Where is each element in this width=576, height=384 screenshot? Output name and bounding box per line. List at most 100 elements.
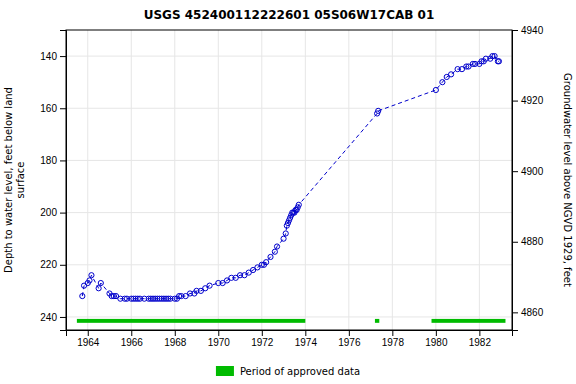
grid-line-y bbox=[66, 316, 512, 317]
y2-axis-tick: 4900 bbox=[512, 166, 544, 177]
y-axis-tick: 180 bbox=[40, 155, 66, 166]
legend-label: Period of approved data bbox=[240, 366, 360, 377]
y-axis-tick-mark bbox=[60, 108, 66, 109]
y-axis-tick-label: 140 bbox=[40, 51, 57, 62]
data-point bbox=[440, 80, 445, 85]
x-axis-tick-label: 1970 bbox=[208, 337, 231, 348]
y-axis-tick: 240 bbox=[40, 312, 66, 323]
x-axis-tick: 1974 bbox=[295, 330, 318, 348]
x-axis-tick-label: 1982 bbox=[469, 337, 492, 348]
data-point bbox=[433, 87, 438, 92]
data-point bbox=[496, 59, 501, 64]
data-point bbox=[89, 273, 94, 278]
y2-axis-tick-label: 4880 bbox=[521, 236, 544, 247]
x-axis-tick: 1982 bbox=[469, 330, 492, 348]
x-axis-tick: 1976 bbox=[338, 330, 361, 348]
grid-line-x bbox=[348, 30, 349, 330]
grid-line-x bbox=[305, 30, 306, 330]
data-point bbox=[376, 108, 381, 113]
y2-axis: 4940 4920 4900 4880 4860 bbox=[512, 25, 544, 331]
y2-axis-tick: 4920 bbox=[512, 95, 544, 106]
data-point bbox=[272, 249, 277, 254]
data-line bbox=[82, 56, 499, 299]
y-axis-tick-mark bbox=[60, 213, 66, 214]
plot: 1964 1966 1968 1970 1972 1974 1976 1978 1980 1982… bbox=[3, 25, 573, 348]
approved-period-bar bbox=[375, 319, 379, 323]
x-axis: 1964 1966 1968 1970 1972 1974 1976 1978 1980 1982 bbox=[67, 330, 513, 348]
y-axis-tick-mark bbox=[60, 56, 66, 57]
x-axis-tick-mark bbox=[175, 330, 176, 336]
x-axis-tick-mark bbox=[305, 330, 306, 336]
data-point bbox=[81, 283, 86, 288]
legend-swatch bbox=[216, 366, 234, 376]
y2-axis-tick: 4940 bbox=[512, 25, 544, 36]
y2-axis-tick-label: 4900 bbox=[521, 166, 544, 177]
y2-axis-tick-mark bbox=[512, 312, 518, 313]
y-axis-tick-label: 200 bbox=[40, 207, 57, 218]
x-axis-tick-label: 1980 bbox=[425, 337, 448, 348]
x-axis-tick-label: 1972 bbox=[251, 337, 274, 348]
y-axis-tick: 160 bbox=[40, 103, 66, 114]
chart: 1964 1966 1968 1970 1972 1974 1976 1978 1980 1982… bbox=[0, 0, 576, 384]
x-axis-tick: 1966 bbox=[121, 330, 144, 348]
marks bbox=[77, 53, 506, 322]
grid-line-x bbox=[131, 30, 132, 330]
grid-line-x bbox=[174, 30, 175, 330]
grid bbox=[66, 30, 512, 330]
data-point bbox=[96, 286, 101, 291]
data-point bbox=[492, 53, 497, 58]
grid-line-y bbox=[66, 212, 512, 213]
data-point bbox=[274, 244, 279, 249]
y2-axis-tick-mark bbox=[512, 242, 518, 243]
y-axis-tick-mark bbox=[60, 265, 66, 266]
grid-line-y bbox=[66, 160, 512, 161]
data-point bbox=[296, 202, 301, 207]
y2-axis-tick: 4880 bbox=[512, 236, 544, 247]
grid-line-y bbox=[66, 108, 512, 109]
y2-axis-tick-label: 4940 bbox=[521, 25, 544, 36]
grid-line-x bbox=[435, 30, 436, 330]
x-axis-tick: 1970 bbox=[208, 330, 231, 348]
x-axis-tick-mark bbox=[131, 330, 132, 336]
x-axis-tick-label: 1968 bbox=[164, 337, 187, 348]
x-axis-tick-mark bbox=[262, 330, 263, 336]
y2-axis-tick-label: 4920 bbox=[521, 95, 544, 106]
grid-line-x bbox=[218, 30, 219, 330]
y-axis-title: Depth to water level, feet below landsur… bbox=[3, 87, 26, 273]
y2-axis-tick-mark bbox=[512, 30, 518, 31]
grid-line-x bbox=[87, 30, 88, 330]
x-axis-tick-mark bbox=[88, 330, 89, 336]
y2-axis-tick: 4860 bbox=[512, 307, 544, 318]
x-axis-tick-mark bbox=[349, 330, 350, 336]
data-point bbox=[281, 236, 286, 241]
x-axis-tick-mark bbox=[479, 330, 480, 336]
title: USGS 452400112222601 05S06W17CAB 01 bbox=[144, 8, 435, 22]
y-axis: 140 160 180 200 220 240 bbox=[40, 31, 66, 331]
x-axis-domain bbox=[67, 331, 513, 337]
x-axis-tick: 1964 bbox=[77, 330, 100, 348]
grid-line-x bbox=[261, 30, 262, 330]
x-axis-tick-label: 1964 bbox=[77, 337, 100, 348]
data-point bbox=[283, 231, 288, 236]
data-point bbox=[80, 293, 85, 298]
y-axis-tick: 220 bbox=[40, 259, 66, 270]
grid-line-y bbox=[66, 56, 512, 57]
x-axis-tick-mark bbox=[436, 330, 437, 336]
y-axis-tick-label: 240 bbox=[40, 312, 57, 323]
y-axis-tick: 140 bbox=[40, 51, 66, 62]
y-axis-tick: 200 bbox=[40, 207, 66, 218]
x-axis-tick-mark bbox=[218, 330, 219, 336]
grid-line-x bbox=[392, 30, 393, 330]
x-axis-tick: 1978 bbox=[382, 330, 405, 348]
data-point bbox=[87, 278, 92, 283]
y-axis-tick-label: 220 bbox=[40, 259, 57, 270]
x-axis-tick: 1968 bbox=[164, 330, 187, 348]
x-axis-tick: 1972 bbox=[251, 330, 274, 348]
grid-line-x bbox=[479, 30, 480, 330]
data-point bbox=[264, 260, 269, 265]
x-axis-tick-mark bbox=[392, 330, 393, 336]
data-point bbox=[98, 280, 103, 285]
approved-period-bar bbox=[432, 319, 506, 323]
legend: Period of approved data bbox=[216, 366, 360, 377]
y-axis-tick-label: 180 bbox=[40, 155, 57, 166]
